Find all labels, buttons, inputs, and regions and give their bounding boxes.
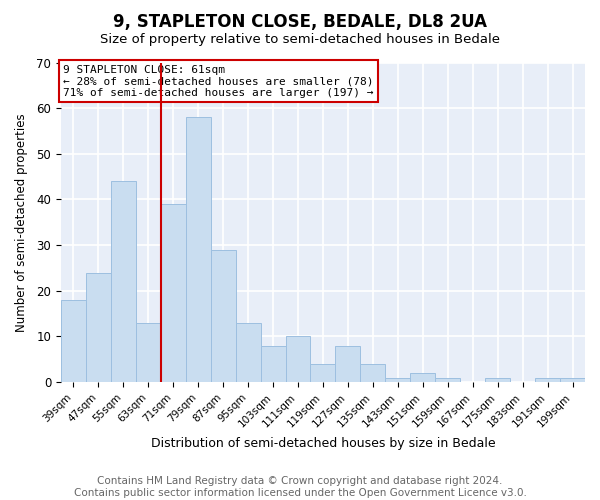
- Bar: [435, 378, 460, 382]
- Text: 9 STAPLETON CLOSE: 61sqm
← 28% of semi-detached houses are smaller (78)
71% of s: 9 STAPLETON CLOSE: 61sqm ← 28% of semi-d…: [64, 65, 374, 98]
- Bar: [535, 378, 560, 382]
- Text: Contains HM Land Registry data © Crown copyright and database right 2024.
Contai: Contains HM Land Registry data © Crown c…: [74, 476, 526, 498]
- Bar: [335, 346, 361, 382]
- Bar: [385, 378, 410, 382]
- Bar: [361, 364, 385, 382]
- Bar: [86, 272, 111, 382]
- Bar: [310, 364, 335, 382]
- Bar: [410, 373, 435, 382]
- Bar: [286, 336, 310, 382]
- Text: 9, STAPLETON CLOSE, BEDALE, DL8 2UA: 9, STAPLETON CLOSE, BEDALE, DL8 2UA: [113, 12, 487, 30]
- Bar: [260, 346, 286, 382]
- Bar: [560, 378, 585, 382]
- Bar: [161, 204, 186, 382]
- Bar: [186, 118, 211, 382]
- Bar: [485, 378, 510, 382]
- Bar: [61, 300, 86, 382]
- Bar: [111, 181, 136, 382]
- Bar: [136, 322, 161, 382]
- Text: Size of property relative to semi-detached houses in Bedale: Size of property relative to semi-detach…: [100, 32, 500, 46]
- Bar: [211, 250, 236, 382]
- Bar: [236, 322, 260, 382]
- Y-axis label: Number of semi-detached properties: Number of semi-detached properties: [15, 113, 28, 332]
- X-axis label: Distribution of semi-detached houses by size in Bedale: Distribution of semi-detached houses by …: [151, 437, 495, 450]
